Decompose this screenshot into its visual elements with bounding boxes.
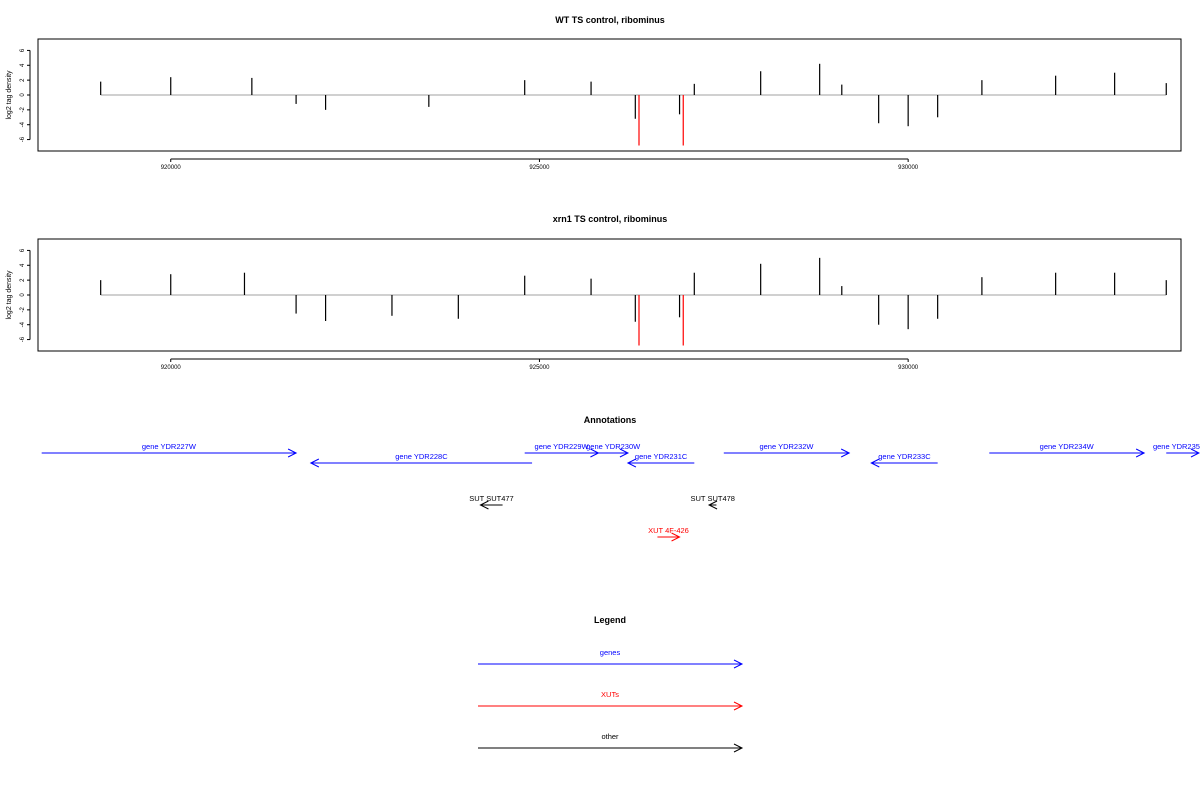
legend-arrow: [478, 659, 744, 669]
feature-label: gene YDR231C: [635, 452, 688, 461]
x-tick-label: 920000: [161, 165, 182, 171]
feature-arrow: [870, 458, 938, 468]
y-tick-label: -4: [20, 121, 26, 127]
wt-panel: WT TS control, ribominus log2 tag densit…: [6, 15, 1182, 171]
feature-label: gene YDR227W: [142, 442, 197, 451]
feature-arrow: [1166, 448, 1200, 458]
y-tick-label: 2: [20, 278, 26, 282]
feature-label: gene YDR229W: [535, 442, 590, 451]
feature-arrow: [479, 500, 503, 510]
feature-arrow: [598, 448, 630, 458]
y-tick-label: -2: [20, 307, 26, 313]
xrn1-axes: -6 -4 -2 0 2 4 6 920000 925000 930000: [20, 248, 919, 371]
legend-panel: Legend genes XUTs other: [478, 615, 744, 753]
legend-label: XUTs: [601, 690, 619, 699]
annotations-title: Annotations: [584, 415, 637, 425]
feature-label: gene YDR234W: [1040, 442, 1095, 451]
legend-arrow: [478, 701, 744, 711]
x-tick-label: 930000: [898, 165, 919, 171]
feature-label: XUT 4F-426: [648, 526, 689, 535]
feature-arrow: [707, 500, 718, 510]
y-tick-label: -4: [20, 321, 26, 327]
legend-label: other: [601, 732, 619, 741]
feature-arrow: [41, 448, 298, 458]
feature-arrow: [657, 532, 681, 542]
feature-arrow: [626, 458, 695, 468]
y-tick-label: 2: [20, 78, 26, 82]
y-tick-label: 6: [20, 248, 26, 252]
wt-plot-frame: [37, 38, 1182, 152]
y-tick-label: 6: [20, 48, 26, 52]
x-tick-label: 925000: [529, 365, 550, 371]
annotations-panel: Annotations gene YDR227W gene YDR228C gene…: [41, 415, 1200, 542]
wt-y-axis-label: log2 tag density: [6, 70, 13, 120]
y-tick-label: 4: [20, 63, 26, 67]
legend-label: genes: [600, 648, 621, 657]
xrn1-panel: xrn1 TS control, ribominus log2 tag dens…: [6, 214, 1182, 371]
y-tick-label: 4: [20, 263, 26, 267]
feature-arrow: [309, 458, 533, 468]
feature-label: gene YDR230W: [586, 442, 641, 451]
y-tick-label: -2: [20, 107, 26, 113]
y-tick-label: 0: [20, 293, 26, 297]
wt-panel-title: WT TS control, ribominus: [555, 15, 665, 25]
xrn1-panel-title: xrn1 TS control, ribominus: [553, 214, 668, 224]
xrn1-plot-frame: [37, 238, 1182, 352]
legend-items: genes XUTs other: [478, 648, 744, 753]
feature-label: gene YDR235W: [1153, 442, 1200, 451]
legend-arrow: [478, 743, 744, 753]
y-tick-label: -6: [20, 136, 26, 142]
feature-label: gene YDR232W: [759, 442, 814, 451]
legend-title: Legend: [594, 615, 626, 625]
feature-label: SUT SUT478: [691, 494, 735, 503]
y-tick-label: -6: [20, 336, 26, 342]
x-tick-label: 925000: [529, 165, 550, 171]
x-tick-label: 920000: [161, 365, 182, 371]
feature-label: SUT SUT477: [469, 494, 513, 503]
y-tick-label: 0: [20, 93, 26, 97]
x-tick-label: 930000: [898, 365, 919, 371]
wt-marks: [100, 63, 1167, 146]
feature-arrow: [723, 448, 851, 458]
feature-label: gene YDR233C: [878, 452, 931, 461]
wt-axes: -6 -4 -2 0 2 4 6 920000 925000 930000: [20, 48, 919, 171]
feature-arrow: [989, 448, 1146, 458]
feature-label: gene YDR228C: [395, 452, 448, 461]
xrn1-y-axis-label: log2 tag density: [6, 270, 13, 320]
xrn1-marks: [100, 257, 1167, 346]
